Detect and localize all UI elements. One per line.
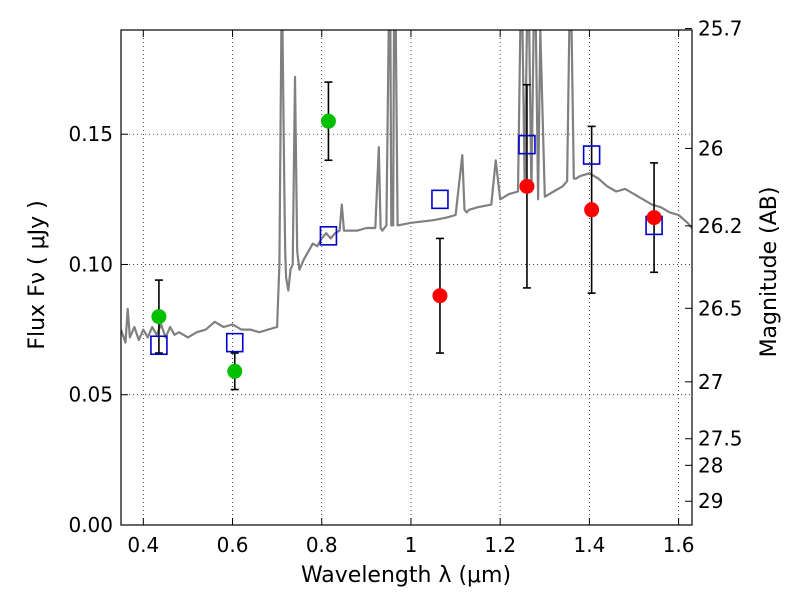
right-tick-label: 26.5 (698, 296, 743, 320)
model-square-point (319, 226, 338, 246)
right-tick-label: 28 (698, 453, 723, 477)
y-tick-label: 0.15 (68, 122, 113, 146)
green-data-point (320, 113, 336, 129)
red-data-point (432, 288, 448, 304)
model-square-point (518, 134, 536, 155)
model-square-point (582, 145, 601, 165)
right-tick-label: 26.2 (698, 214, 743, 238)
y-tick-label: 0.10 (68, 252, 113, 276)
right-tick-label: 25.7 (698, 17, 743, 41)
x-tick-label: 0.4 (127, 533, 159, 557)
right-tick-label: 26 (698, 136, 723, 160)
green-data-point (227, 363, 243, 379)
grid-layer (121, 30, 692, 526)
red-data-point (646, 210, 662, 226)
red-data-point (519, 178, 535, 194)
red-data-point (584, 202, 600, 218)
x-tick-label: 0.8 (306, 533, 338, 557)
right-tick-label: 27.5 (698, 427, 743, 451)
y-axis-label: Flux Fν ( μJy ) (25, 200, 50, 349)
x-tick-label: 1.2 (484, 533, 516, 557)
model-square-point (225, 332, 244, 353)
model-square-point (150, 335, 168, 356)
plot-frame (120, 29, 693, 526)
y-tick-label: 0.00 (68, 513, 113, 537)
plot-layer (121, 30, 692, 391)
right-axis-label: Magnitude (AB) (757, 187, 782, 358)
x-tick-label: 1.4 (573, 533, 605, 557)
x-tick-label: 1 (405, 533, 418, 557)
x-axis-label: Wavelength λ (μm) (301, 563, 511, 588)
right-tick-label: 29 (698, 489, 723, 513)
x-tick-label: 1.6 (663, 533, 695, 557)
x-tick-label: 0.6 (217, 533, 249, 557)
right-tick-label: 27 (698, 370, 723, 394)
y-tick-label: 0.05 (68, 383, 113, 407)
spectrum-line (121, 30, 692, 344)
green-data-point (151, 309, 167, 325)
model-square-point (431, 189, 449, 210)
axes-layer: 0.4 0.6 0.8 1 1.2 1.4 1.6 0.00 0.05 0.10 0.15 25.7 2… (68, 17, 742, 557)
